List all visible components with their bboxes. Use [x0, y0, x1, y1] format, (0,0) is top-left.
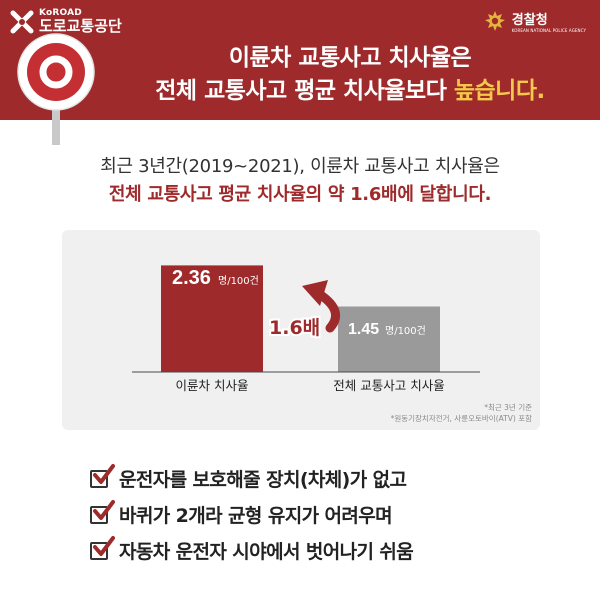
- intro-line1: 최근 3년간(2019~2021), 이륜차 교통사고 치사율은: [100, 156, 500, 177]
- koroad-logo-en: KoROAD: [39, 8, 82, 18]
- checklist-item: 운전자를 보호해줄 장치(차체)가 없고: [90, 460, 413, 496]
- bar-overall: [338, 306, 440, 372]
- header-banner: KoROAD 도로교통공단 경찰청 KOREAN NATIONAL POLICE…: [0, 0, 600, 120]
- police-emblem-icon: [483, 10, 507, 36]
- reason-checklist: 운전자를 보호해줄 장치(차체)가 없고 바퀴가 2개라 균형 유지가 어려우며…: [90, 460, 414, 568]
- checklist-item-text: 바퀴가 2개라 균형 유지가 어려우며: [119, 504, 393, 527]
- police-logo-en: KOREAN NATIONAL POLICE AGENCY: [511, 27, 586, 33]
- bar-overall-unit: 명/100건: [385, 325, 426, 337]
- checkbox-checked-icon: [90, 500, 115, 524]
- category-label-overall: 전체 교통사고 치사율: [333, 378, 444, 393]
- checklist-item: 자동차 운전자 시야에서 벗어나기 쉬움: [90, 532, 414, 568]
- bar-chart: 2.36 명/100건 1.45 명/100건 1.6배 이륜차 치사율 전체 …: [132, 265, 480, 393]
- headline-highlight: 높습니다.: [453, 78, 545, 104]
- ratio-label: 1.6배: [269, 317, 320, 339]
- bar-overall-value: 1.45: [348, 321, 379, 338]
- headline-line1: 이륜차 교통사고 치사율은: [228, 45, 472, 71]
- headline: 이륜차 교통사고 치사율은 전체 교통사고 평균 치사율보다 높습니다.: [120, 42, 580, 108]
- headline-line2: 전체 교통사고 평균 치사율보다 높습니다.: [120, 74, 580, 108]
- koroad-logo-ko: 도로교통공단: [39, 17, 122, 35]
- bar-two-wheeler: [161, 265, 263, 372]
- headline-line2-prefix: 전체 교통사고 평균 치사율보다: [155, 78, 454, 104]
- chart-note-period: *최근 3년 기준: [484, 403, 532, 412]
- checkbox-checked-icon: [90, 536, 115, 560]
- koroad-mark-icon: [10, 10, 34, 34]
- chart-note-scope: *원동기장치자전거, 사륜오토바이(ATV) 포함: [390, 414, 532, 423]
- koroad-logo: KoROAD 도로교통공단: [10, 9, 122, 34]
- checklist-item-text: 자동차 운전자 시야에서 벗어나기 쉬움: [119, 540, 414, 563]
- category-label-two-wheeler: 이륜차 치사율: [176, 378, 249, 393]
- checklist-item: 바퀴가 2개라 균형 유지가 어려우며: [90, 496, 413, 532]
- checklist-item-text: 운전자를 보호해줄 장치(차체)가 없고: [119, 468, 407, 491]
- o-sign-icon: [14, 30, 98, 145]
- ratio-arrow-icon: [302, 280, 341, 333]
- chart-panel: 2.36 명/100건 1.45 명/100건 1.6배 이륜차 치사율 전체 …: [62, 230, 540, 430]
- police-logo-ko: 경찰청: [511, 12, 548, 28]
- checkbox-checked-icon: [90, 464, 115, 488]
- police-logo: 경찰청 KOREAN NATIONAL POLICE AGENCY: [483, 10, 586, 36]
- intro-line2: 전체 교통사고 평균 치사율의 약 1.6배에 달합니다.: [108, 184, 492, 205]
- bar-two-wheeler-value: 2.36: [172, 267, 211, 289]
- bar-two-wheeler-unit: 명/100건: [218, 275, 259, 287]
